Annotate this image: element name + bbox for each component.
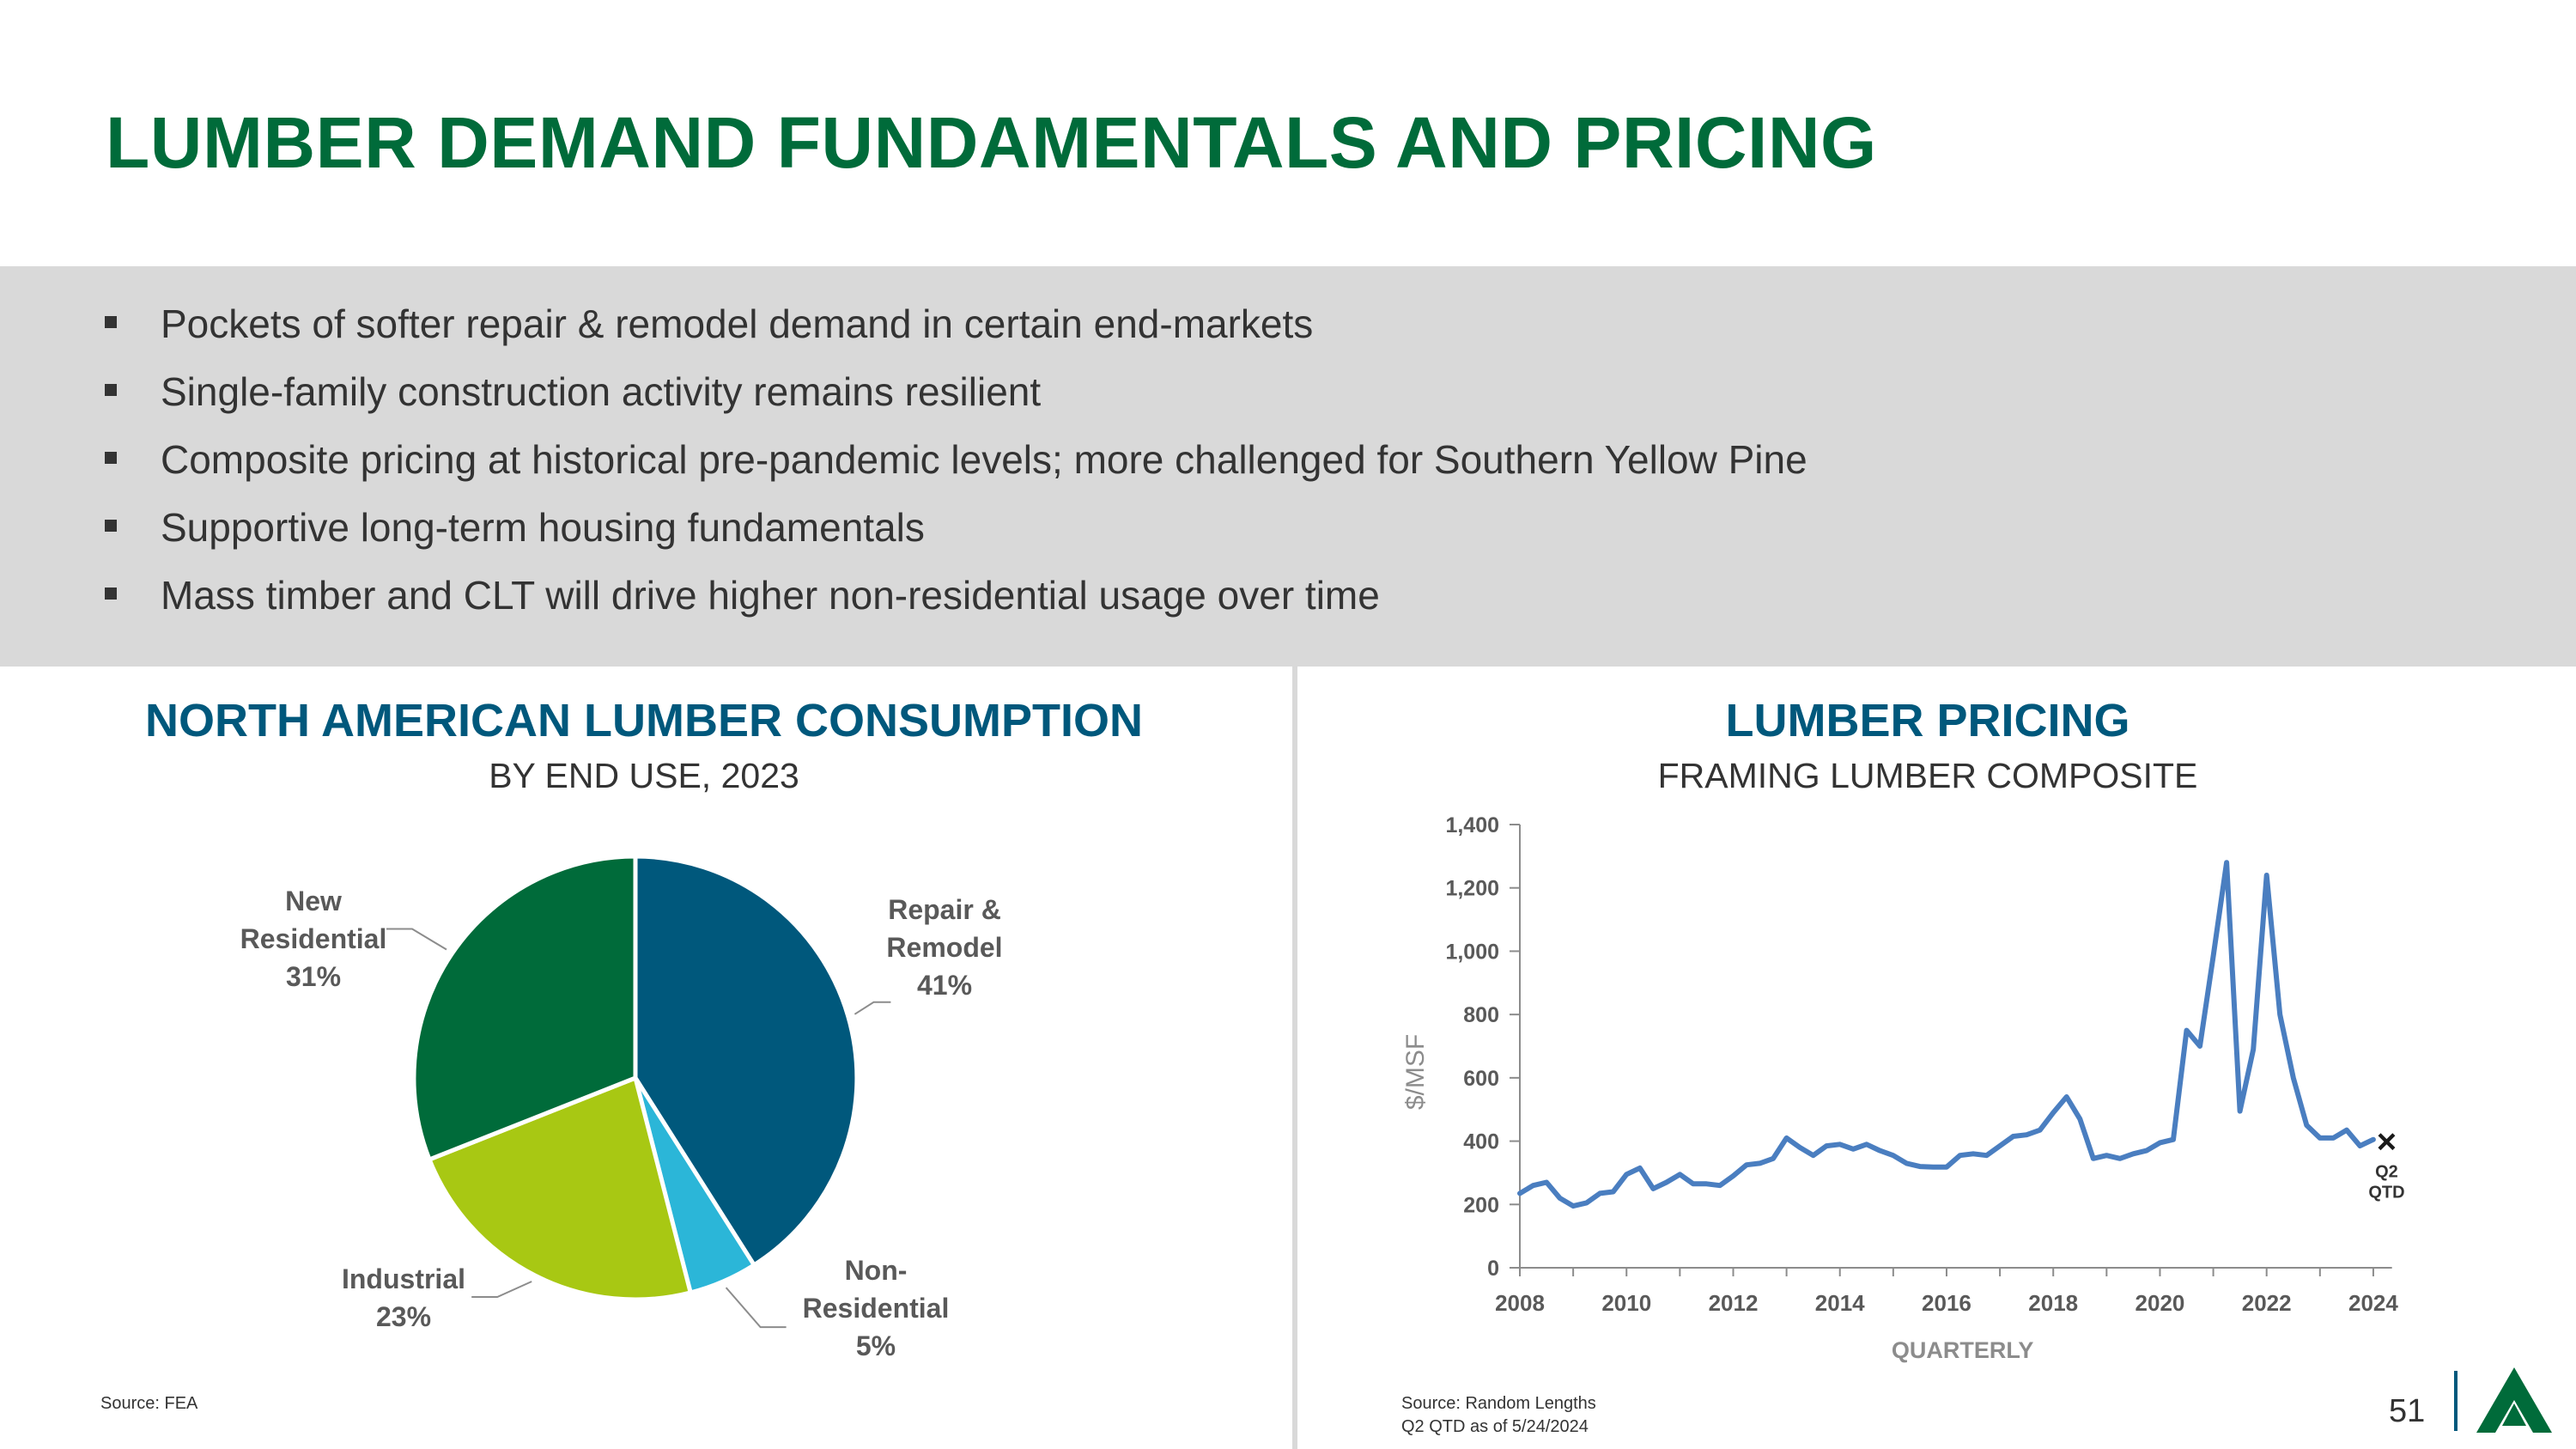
x-tick-label: 2016	[1922, 1290, 1971, 1316]
x-tick-label: 2024	[2348, 1290, 2398, 1316]
pie-leader-line	[471, 1281, 532, 1298]
x-tick-label: 2022	[2242, 1290, 2292, 1316]
bullet-square-icon	[105, 316, 117, 328]
y-tick-label: 0	[1487, 1257, 1499, 1281]
pie-label-line: 31%	[286, 961, 341, 992]
bullet-text: Single-family construction activity rema…	[161, 369, 1042, 414]
line-source-note: Source: Random Lengths Q2 QTD as of 5/24…	[1401, 1392, 1596, 1439]
pie-label-line: Repair &	[888, 894, 1001, 925]
x-tick-label: 2010	[1601, 1290, 1651, 1316]
bullet-square-icon	[105, 588, 117, 600]
pie-label-line: 41%	[917, 970, 972, 1001]
section-divider	[1292, 667, 1297, 1449]
bullet-text: Pockets of softer repair & remodel deman…	[161, 301, 1314, 346]
x-tick-label: 2014	[1815, 1290, 1865, 1316]
pie-label-non-residential: Non- Residential 5%	[803, 1255, 950, 1361]
source-date-line: Q2 QTD as of 5/24/2024	[1401, 1417, 1589, 1436]
pie-label-line: Remodel	[886, 932, 1002, 963]
logo-outer-shape	[2476, 1367, 2552, 1433]
q2-qtd-marker: ×	[2377, 1123, 2397, 1161]
price-series-line	[1517, 860, 2376, 1209]
bullet-square-icon	[105, 520, 117, 532]
pie-label-line: New	[285, 886, 342, 916]
pie-label-line: Residential	[803, 1293, 950, 1324]
pie-label-line: Residential	[240, 923, 387, 954]
y-tick-label: 800	[1463, 1003, 1499, 1027]
y-tick-label: 1,000	[1445, 940, 1499, 964]
pie-leader-line	[725, 1287, 787, 1329]
pie-slice-industrial	[426, 1075, 694, 1302]
pie-label-industrial: Industrial 23%	[342, 1263, 465, 1332]
line-chart: 0 200 400 600 800 1,000 1,200 1,400 2008 2010 2012…	[1401, 813, 2405, 1363]
bullet-text: Composite pricing at historical pre-pand…	[161, 437, 1807, 482]
pie-label-line: Non-	[845, 1255, 908, 1286]
tree-logo-icon	[2476, 1367, 2552, 1433]
y-tick-label: 400	[1463, 1130, 1499, 1154]
pie-chart: Repair & Remodel 41% Non- Residential 5% Indus…	[240, 854, 1003, 1361]
pie-chart-title: NORTH AMERICAN LUMBER CONSUMPTION	[145, 695, 1143, 746]
x-tick-label: 2020	[2136, 1290, 2185, 1316]
y-axis-title: $/MSF	[1401, 1034, 1430, 1110]
page-number-divider	[2454, 1371, 2458, 1431]
pie-label-new-residential: New Residential 31%	[240, 886, 387, 992]
y-tick-label: 1,400	[1445, 813, 1499, 837]
page-title: LUMBER DEMAND FUNDAMENTALS AND PRICING	[106, 102, 1877, 183]
x-tick-label: 2012	[1709, 1290, 1759, 1316]
pie-label-line: Industrial	[342, 1263, 465, 1294]
source-line: Source: Random Lengths	[1401, 1394, 1596, 1413]
pie-source-note: Source: FEA	[100, 1394, 198, 1413]
pie-slice-new-residential	[411, 854, 638, 1163]
line-chart-title: LUMBER PRICING	[1725, 695, 2130, 746]
q2-qtd-label: Q2	[2375, 1163, 2398, 1182]
y-tick-label: 600	[1463, 1067, 1499, 1091]
x-tick-label: 2008	[1495, 1290, 1545, 1316]
x-tick-label: 2018	[2028, 1290, 2078, 1316]
bullet-square-icon	[105, 384, 117, 396]
pie-leader-line	[386, 928, 447, 951]
bullet-square-icon	[105, 452, 117, 464]
pie-label-line: 5%	[856, 1330, 896, 1361]
x-axis-title: QUARTERLY	[1892, 1337, 2034, 1363]
line-chart-subtitle: FRAMING LUMBER COMPOSITE	[1657, 756, 2198, 795]
y-tick-label: 1,200	[1445, 877, 1499, 901]
key-points-band	[0, 266, 2576, 667]
y-tick-label: 200	[1463, 1193, 1499, 1217]
bullet-text: Supportive long-term housing fundamental…	[161, 505, 925, 550]
bullet-text: Mass timber and CLT will drive higher no…	[161, 573, 1380, 618]
pie-chart-subtitle: BY END USE, 2023	[489, 756, 799, 795]
page-number: 51	[2389, 1393, 2426, 1429]
logo-inner-shape	[2502, 1403, 2526, 1426]
pie-label-repair-remodel: Repair & Remodel 41%	[886, 894, 1002, 1001]
q2-qtd-label: QTD	[2368, 1184, 2404, 1202]
pie-label-line: 23%	[376, 1301, 431, 1332]
pie-leader-line	[854, 1001, 891, 1015]
